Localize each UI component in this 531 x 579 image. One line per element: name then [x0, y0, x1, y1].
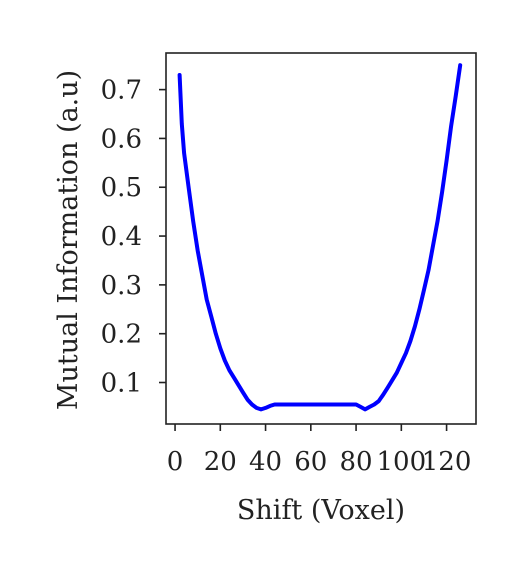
- mutual-information-line: [180, 65, 461, 409]
- x-tick-label: 80: [340, 447, 373, 477]
- x-tick-label: 120: [422, 447, 472, 477]
- x-tick-label: 40: [249, 447, 282, 477]
- plot-frame: [166, 53, 476, 424]
- y-tick-label: 0.3: [101, 271, 142, 301]
- y-tick-label: 0.5: [101, 173, 142, 203]
- y-tick-label: 0.1: [101, 369, 142, 399]
- y-axis-label: Mutual Information (a.u): [53, 70, 84, 410]
- x-tick-label: 0: [167, 447, 184, 477]
- x-tick-label: 20: [204, 447, 237, 477]
- y-tick-label: 0.6: [101, 124, 142, 154]
- x-tick-label: 60: [294, 447, 327, 477]
- y-tick-label: 0.4: [101, 222, 142, 252]
- x-tick-label: 100: [377, 447, 427, 477]
- y-axis: 0.1 0.2 0.3 0.4 0.5 0.6 0.7: [101, 76, 166, 399]
- x-axis-label: Shift (Voxel): [237, 495, 405, 526]
- y-tick-label: 0.2: [101, 320, 142, 350]
- y-tick-label: 0.7: [101, 76, 142, 106]
